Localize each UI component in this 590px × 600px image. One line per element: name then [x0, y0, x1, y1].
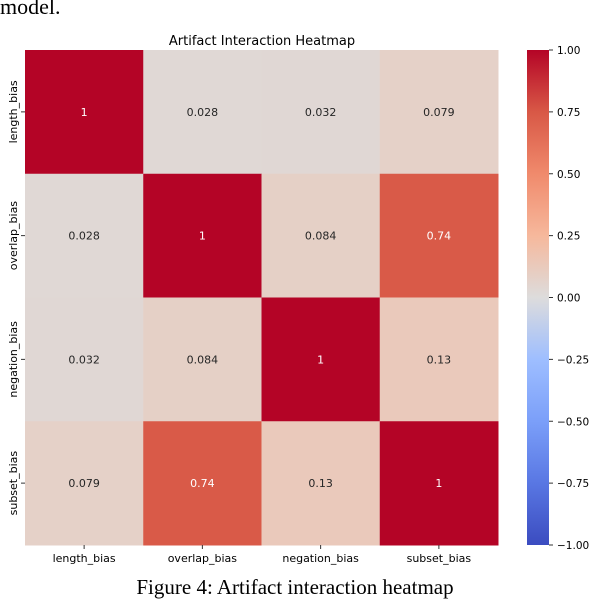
heatmap-cell [261, 173, 381, 298]
cell-value-label: 0.084 [305, 230, 337, 243]
heatmap-cell [25, 297, 144, 422]
cell-value-label: 0.028 [187, 106, 219, 119]
y-axis-tick-labels: length_bias overlap_bias negation_biassubs… [7, 80, 25, 515]
x-tick-label: subset_bias [407, 552, 472, 565]
cell-value-label: 0.13 [427, 353, 452, 366]
x-tick-label: negation_bias [282, 552, 359, 565]
cell-value-label: 1 [199, 230, 206, 243]
heatmap-cell [143, 173, 262, 298]
cell-value-label: 1 [81, 106, 88, 119]
heatmap-cell [379, 173, 499, 298]
cell-value-label: 0.032 [305, 106, 337, 119]
heatmap-cell-labels: 1 0.028 0.032 0.079 0.028 1 0.084 0.74 0.032 0.08… [68, 106, 454, 490]
colorbar-tick-label: −0.75 [557, 478, 589, 490]
y-tick-label: subset_bias [7, 451, 20, 516]
y-tick-label: negation_bias [7, 321, 20, 398]
colorbar-tick-label: 0.00 [557, 293, 580, 305]
heatmap-cell [379, 421, 499, 546]
cell-value-label: 1 [317, 353, 324, 366]
heatmap-cell [25, 50, 144, 175]
colorbar-tick-label: 0.25 [557, 231, 580, 243]
colorbar-tick-label: 0.50 [557, 169, 580, 181]
heatmap-cells [25, 50, 499, 546]
heatmap-cell [143, 50, 262, 175]
colorbar-tick-label: −0.50 [557, 416, 589, 428]
colorbar-tick-label: 0.75 [557, 107, 580, 119]
x-axis-tick-labels: length_bias overlap_bias negation_bias subs… [53, 545, 472, 565]
heatmap-cell [261, 421, 381, 546]
cell-value-label: 0.084 [187, 353, 219, 366]
heatmap-cell [25, 173, 144, 298]
cell-value-label: 0.028 [68, 230, 100, 243]
heatmap-cell [379, 50, 499, 175]
heatmap-cell [261, 50, 381, 175]
colorbar-tick-label: −0.25 [557, 354, 589, 366]
x-tick-label: overlap_bias [168, 552, 238, 565]
cell-value-label: 0.032 [68, 353, 100, 366]
heatmap-cell [143, 297, 262, 422]
colorbar [527, 50, 549, 545]
y-tick-label: overlap_bias [7, 201, 20, 271]
cell-value-label: 0.079 [423, 106, 455, 119]
cell-value-label: 0.74 [190, 477, 215, 490]
colorbar-tick-label: −1.00 [557, 540, 589, 552]
heatmap-cell [379, 297, 499, 422]
paragraph-tail: model. [0, 0, 61, 19]
cell-value-label: 0.13 [308, 477, 333, 490]
cell-value-label: 0.74 [427, 230, 452, 243]
y-tick-label: length_bias [7, 80, 20, 143]
heatmap-cell [143, 421, 262, 546]
x-tick-label: length_bias [53, 552, 116, 565]
cell-value-label: 0.079 [68, 477, 100, 490]
heatmap-cell [25, 421, 144, 546]
heatmap-figure: Artifact Interaction Heatmap 1 0.028 0.032… [7, 34, 589, 565]
colorbar-ticks: 1.00 0.75 0.50 0.25 0.00 −0.25 −0.50 −0.75 −1.00 [549, 45, 589, 552]
cell-value-label: 1 [435, 477, 442, 490]
chart-title: Artifact Interaction Heatmap [169, 34, 355, 49]
figure-caption: Figure 4: Artifact interaction heatmap [136, 575, 454, 599]
heatmap-cell [261, 297, 381, 422]
colorbar-tick-label: 1.00 [557, 45, 580, 57]
